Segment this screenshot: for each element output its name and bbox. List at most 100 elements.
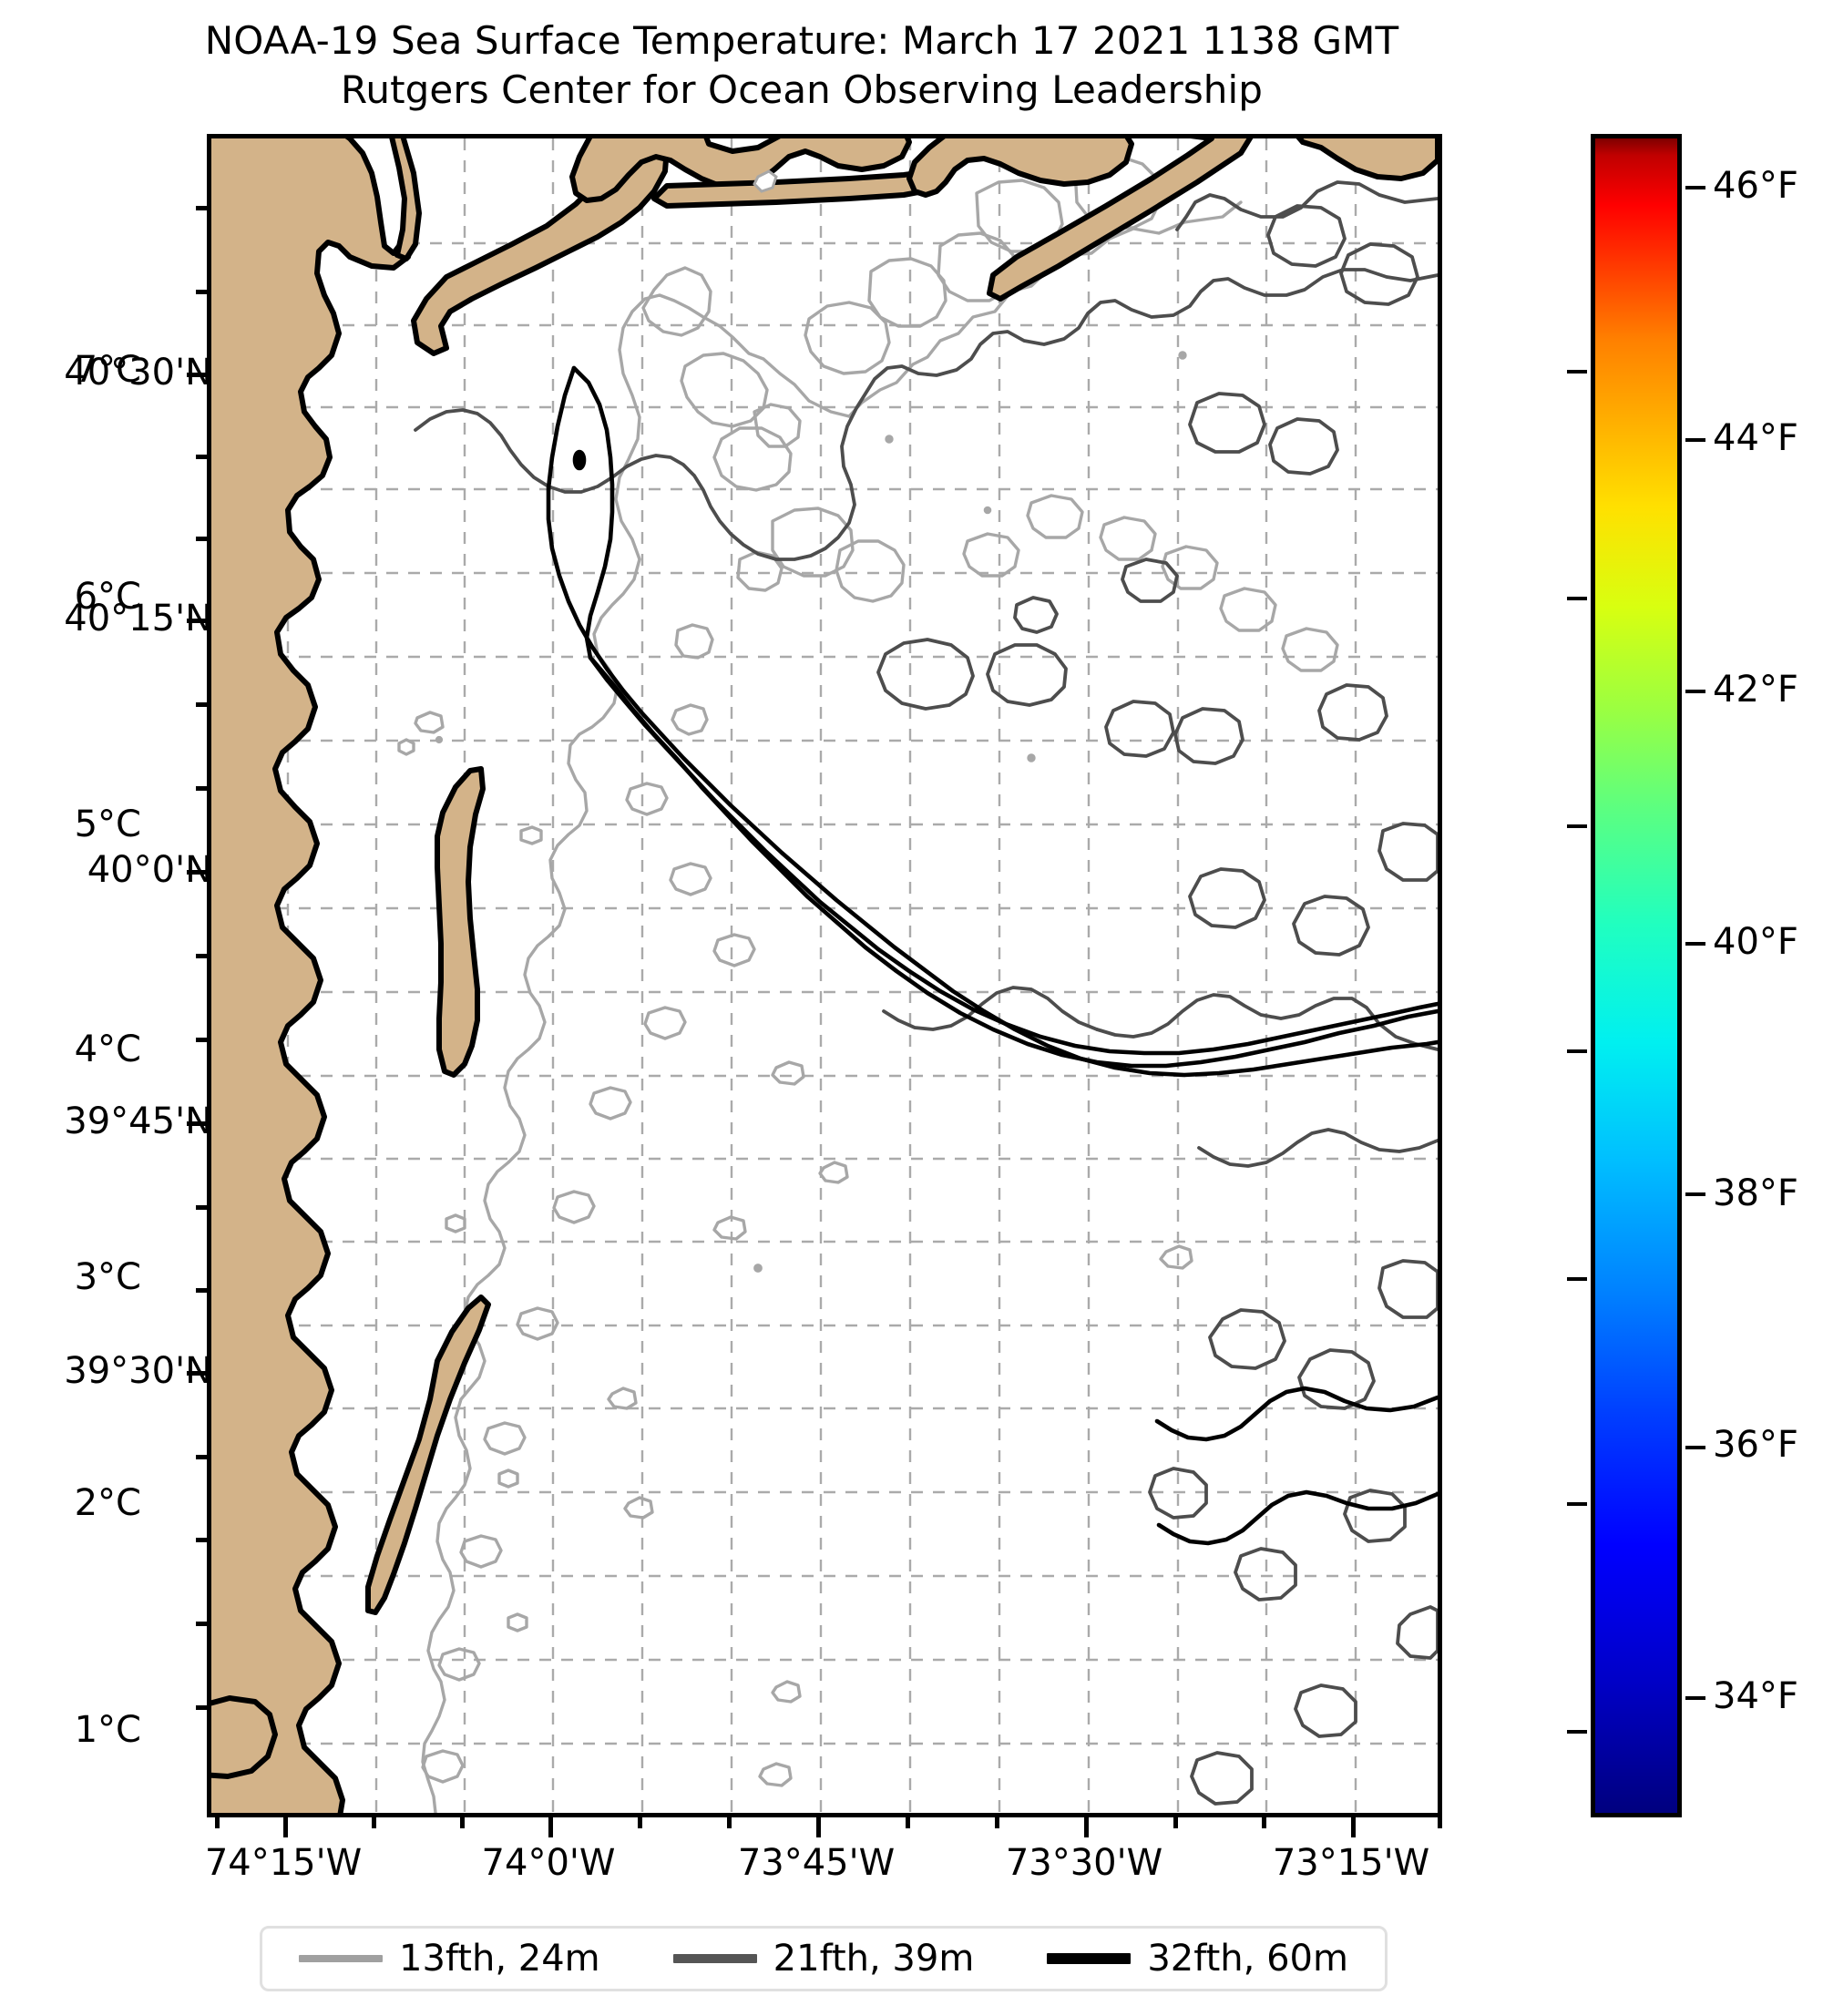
x-tick-minor — [727, 1817, 732, 1828]
x-tick-major — [548, 1817, 553, 1837]
land-long-island-east — [1296, 138, 1438, 181]
y-tick-minor — [196, 537, 207, 541]
colorbar-tick-fahrenheit — [1685, 1445, 1705, 1449]
colorbar-tick-fahrenheit — [1685, 438, 1705, 443]
y-tick-minor — [196, 954, 207, 958]
y-tick-minor — [196, 290, 207, 294]
colorbar-label-celsius-5: 5°C — [74, 803, 141, 845]
legend-swatch-60m — [1047, 1953, 1132, 1964]
y-tick-minor — [196, 1288, 207, 1293]
x-tick-major — [283, 1817, 288, 1837]
map-plot-area[interactable] — [207, 134, 1442, 1817]
colorbar-tick-celsius — [1567, 1276, 1587, 1281]
colorbar-tick-celsius — [1567, 597, 1587, 601]
y-tick-minor — [196, 1455, 207, 1459]
colorbar-tick-celsius — [1567, 1049, 1587, 1054]
x-axis-label-3: 73°30'W — [1005, 1842, 1163, 1884]
legend-label-39m: 21fth, 39m — [773, 1938, 975, 1980]
colorbar-label-fahrenheit-46: 46°F — [1713, 165, 1798, 207]
x-axis-label-1: 74°0'W — [481, 1842, 616, 1884]
colorbar-label-celsius-3: 3°C — [74, 1256, 141, 1298]
land-masses — [211, 138, 1438, 1813]
long-beach-island — [365, 1295, 491, 1615]
y-tick-minor — [196, 1622, 207, 1626]
y-axis-label-4: 39°30'N — [64, 1350, 212, 1392]
temperature-colorbar[interactable] — [1567, 134, 1705, 1817]
island-beach-barrier — [435, 766, 486, 1078]
y-tick-major — [187, 870, 207, 875]
colorbar-label-celsius-2: 2°C — [74, 1482, 141, 1524]
colorbar-label-fahrenheit-42: 42°F — [1713, 669, 1798, 711]
x-tick-minor — [995, 1817, 999, 1828]
colorbar-gradient — [1591, 134, 1682, 1817]
colorbar-tick-celsius — [1567, 1729, 1587, 1734]
y-tick-minor — [196, 455, 207, 459]
x-axis-label-2: 73°45'W — [737, 1842, 896, 1884]
colorbar-label-celsius-4: 4°C — [74, 1028, 141, 1070]
colorbar-tick-fahrenheit — [1685, 1192, 1705, 1197]
x-tick-minor — [372, 1817, 376, 1828]
title-line-2: Rutgers Center for Ocean Observing Leade… — [340, 67, 1264, 112]
colorbar-tick-celsius — [1567, 369, 1587, 374]
land-new-jersey-mainland — [211, 138, 416, 1813]
colorbar-tick-celsius — [1567, 824, 1587, 828]
x-axis-label-4: 73°15'W — [1272, 1842, 1430, 1884]
x-axis-label-0: 74°15'W — [204, 1842, 363, 1884]
map-svg — [211, 138, 1438, 1813]
legend-swatch-39m — [672, 1954, 757, 1963]
isobath-39m — [414, 180, 1438, 1806]
legend-label-60m: 32fth, 60m — [1147, 1938, 1348, 1980]
colorbar-tick-fahrenheit — [1685, 186, 1705, 190]
x-tick-minor — [1262, 1817, 1266, 1828]
sandy-hook-spit — [389, 138, 422, 261]
colorbar-tick-fahrenheit — [1685, 1695, 1705, 1700]
x-tick-major — [1084, 1817, 1089, 1837]
y-tick-major — [187, 373, 207, 377]
chart-title: NOAA-19 Sea Surface Temperature: March 1… — [0, 16, 1603, 115]
legend-label-24m: 13fth, 24m — [399, 1938, 600, 1980]
colorbar-tick-fahrenheit — [1685, 942, 1705, 947]
y-tick-major — [187, 1121, 207, 1126]
land-atlantic-county-coast — [211, 1695, 278, 1779]
y-axis-label-0: 40°30'N — [64, 352, 212, 394]
y-tick-minor — [196, 786, 207, 791]
colorbar-label-fahrenheit-44: 44°F — [1713, 417, 1798, 459]
bay-islet — [753, 169, 778, 193]
colorbar-label-fahrenheit-34: 34°F — [1713, 1675, 1798, 1717]
title-line-1: NOAA-19 Sea Surface Temperature: March 1… — [204, 18, 1399, 63]
y-axis-label-3: 39°45'N — [64, 1100, 212, 1142]
colorbar-tick-celsius — [1567, 1502, 1587, 1507]
y-tick-minor — [196, 1705, 207, 1710]
colorbar-tick-fahrenheit — [1685, 689, 1705, 693]
land-long-island-west — [906, 138, 1134, 198]
y-tick-minor — [196, 206, 207, 210]
y-tick-major — [187, 619, 207, 623]
map-canvas — [211, 138, 1438, 1813]
legend-entry-39m[interactable]: 21fth, 39m — [672, 1938, 975, 1980]
fire-island-barrier — [987, 138, 1254, 302]
y-tick-minor — [196, 702, 207, 707]
colorbar-label-fahrenheit-38: 38°F — [1713, 1172, 1798, 1214]
isobath-24m — [397, 155, 1339, 1813]
x-tick-major — [816, 1817, 821, 1837]
x-tick-minor — [906, 1817, 910, 1828]
y-axis-label-2: 40°0'N — [87, 849, 212, 891]
colorbar-label-celsius-7: 7°C — [74, 349, 141, 391]
colorbar-label-celsius-6: 6°C — [74, 576, 141, 618]
x-tick-minor — [638, 1817, 642, 1828]
x-tick-major — [1351, 1817, 1356, 1837]
legend-entry-24m[interactable]: 13fth, 24m — [299, 1938, 600, 1980]
y-axis-label-1: 40°15'N — [64, 598, 212, 640]
y-tick-minor — [196, 1538, 207, 1542]
legend-entry-60m[interactable]: 32fth, 60m — [1047, 1938, 1348, 1980]
x-tick-minor — [1438, 1817, 1442, 1828]
bathymetry-legend[interactable]: 13fth, 24m 21fth, 39m 32fth, 60m — [260, 1926, 1388, 1991]
colorbar-label-fahrenheit-40: 40°F — [1713, 921, 1798, 963]
colorbar-label-celsius-1: 1°C — [74, 1709, 141, 1751]
legend-swatch-24m — [299, 1955, 384, 1962]
colorbar-label-fahrenheit-36: 36°F — [1713, 1424, 1798, 1466]
y-tick-minor — [196, 1038, 207, 1042]
land-staten-island-brooklyn — [569, 138, 912, 203]
x-tick-minor — [1173, 1817, 1178, 1828]
isobath-60m — [546, 365, 1438, 1546]
